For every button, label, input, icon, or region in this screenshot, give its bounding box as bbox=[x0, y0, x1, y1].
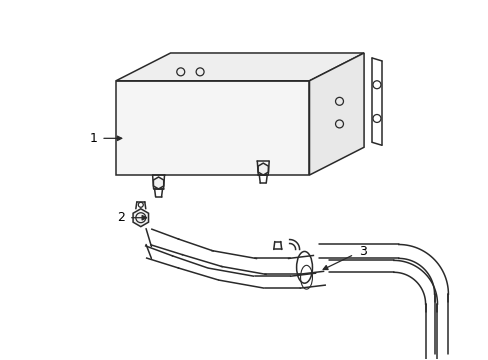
Polygon shape bbox=[153, 177, 163, 189]
Text: 3: 3 bbox=[358, 245, 366, 258]
Text: 2: 2 bbox=[117, 211, 124, 224]
Polygon shape bbox=[258, 163, 268, 175]
Polygon shape bbox=[309, 53, 364, 175]
Polygon shape bbox=[133, 209, 148, 227]
Polygon shape bbox=[116, 81, 309, 175]
Polygon shape bbox=[116, 53, 364, 81]
Text: 1: 1 bbox=[89, 132, 97, 145]
